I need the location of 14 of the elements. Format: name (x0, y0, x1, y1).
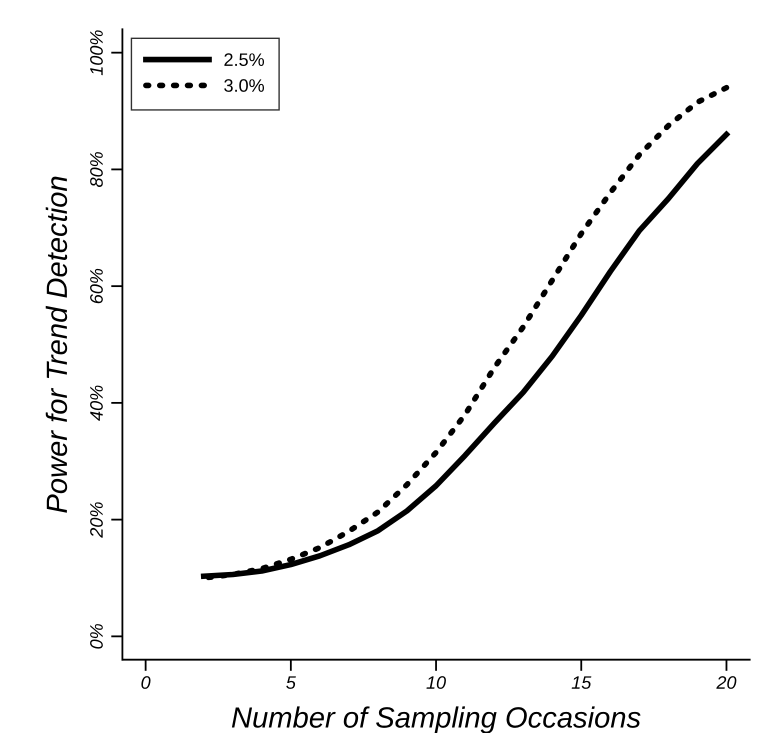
y-tick-label: 80% (90, 152, 103, 187)
y-tick-label: 40% (90, 386, 103, 421)
x-tick-label: 10 (426, 676, 446, 689)
y-tick-label: 100% (90, 30, 103, 76)
x-tick-label: 5 (286, 676, 296, 689)
y-tick-label: 20% (90, 502, 103, 538)
y-axis-title: Power for Trend Detection (46, 176, 68, 513)
y-tick-label: 60% (90, 268, 103, 304)
x-tick-label: 0 (141, 676, 151, 689)
legend-label: 3.0% (224, 79, 264, 92)
y-tick-label: 0% (90, 624, 103, 649)
legend-label: 2.5% (224, 53, 264, 66)
x-tick-label: 20 (716, 676, 736, 689)
x-tick-label: 15 (572, 676, 592, 689)
